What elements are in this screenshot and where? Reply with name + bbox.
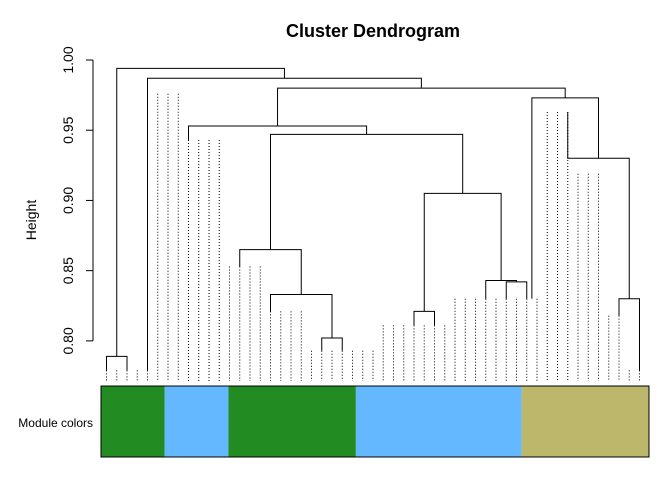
y-tick-label: 0.95 [60,116,76,143]
module-segment-4 [355,386,522,457]
merge-C1 [413,310,435,326]
merge-F [188,125,368,141]
y-axis: 0.80 0.85 0.90 0.95 1.00 [60,46,94,354]
module-segment-3 [228,386,356,457]
y-tick-label: 0.90 [60,187,76,214]
merge-M3 [239,249,302,295]
dendrogram-tree [106,67,640,371]
y-tick-label: 0.80 [60,327,76,354]
y-tick-label: 1.00 [60,46,76,73]
merge-G3 [531,97,599,299]
merge-M2 [270,294,333,339]
module-color-bar [100,385,650,458]
merge-D1 [505,281,528,299]
leaf-lines [106,93,640,381]
module-segment-2 [164,386,229,457]
merge-H [277,87,566,127]
module-segment-5 [521,386,649,457]
merge-E [270,133,464,250]
y-tick-label: 0.85 [60,257,76,284]
merge-D2 [485,279,517,299]
module-colors-label: Module colors [18,416,93,430]
y-axis-label: Height [23,200,39,241]
merge-J [116,67,285,357]
merge-A [106,355,128,371]
merge-M1 [321,337,343,351]
merge-G1 [618,298,640,371]
module-bar-border [100,385,650,458]
module-segment-1 [101,386,165,457]
merge-C2 [423,192,502,312]
chart-title: Cluster Dendrogram [286,21,460,41]
